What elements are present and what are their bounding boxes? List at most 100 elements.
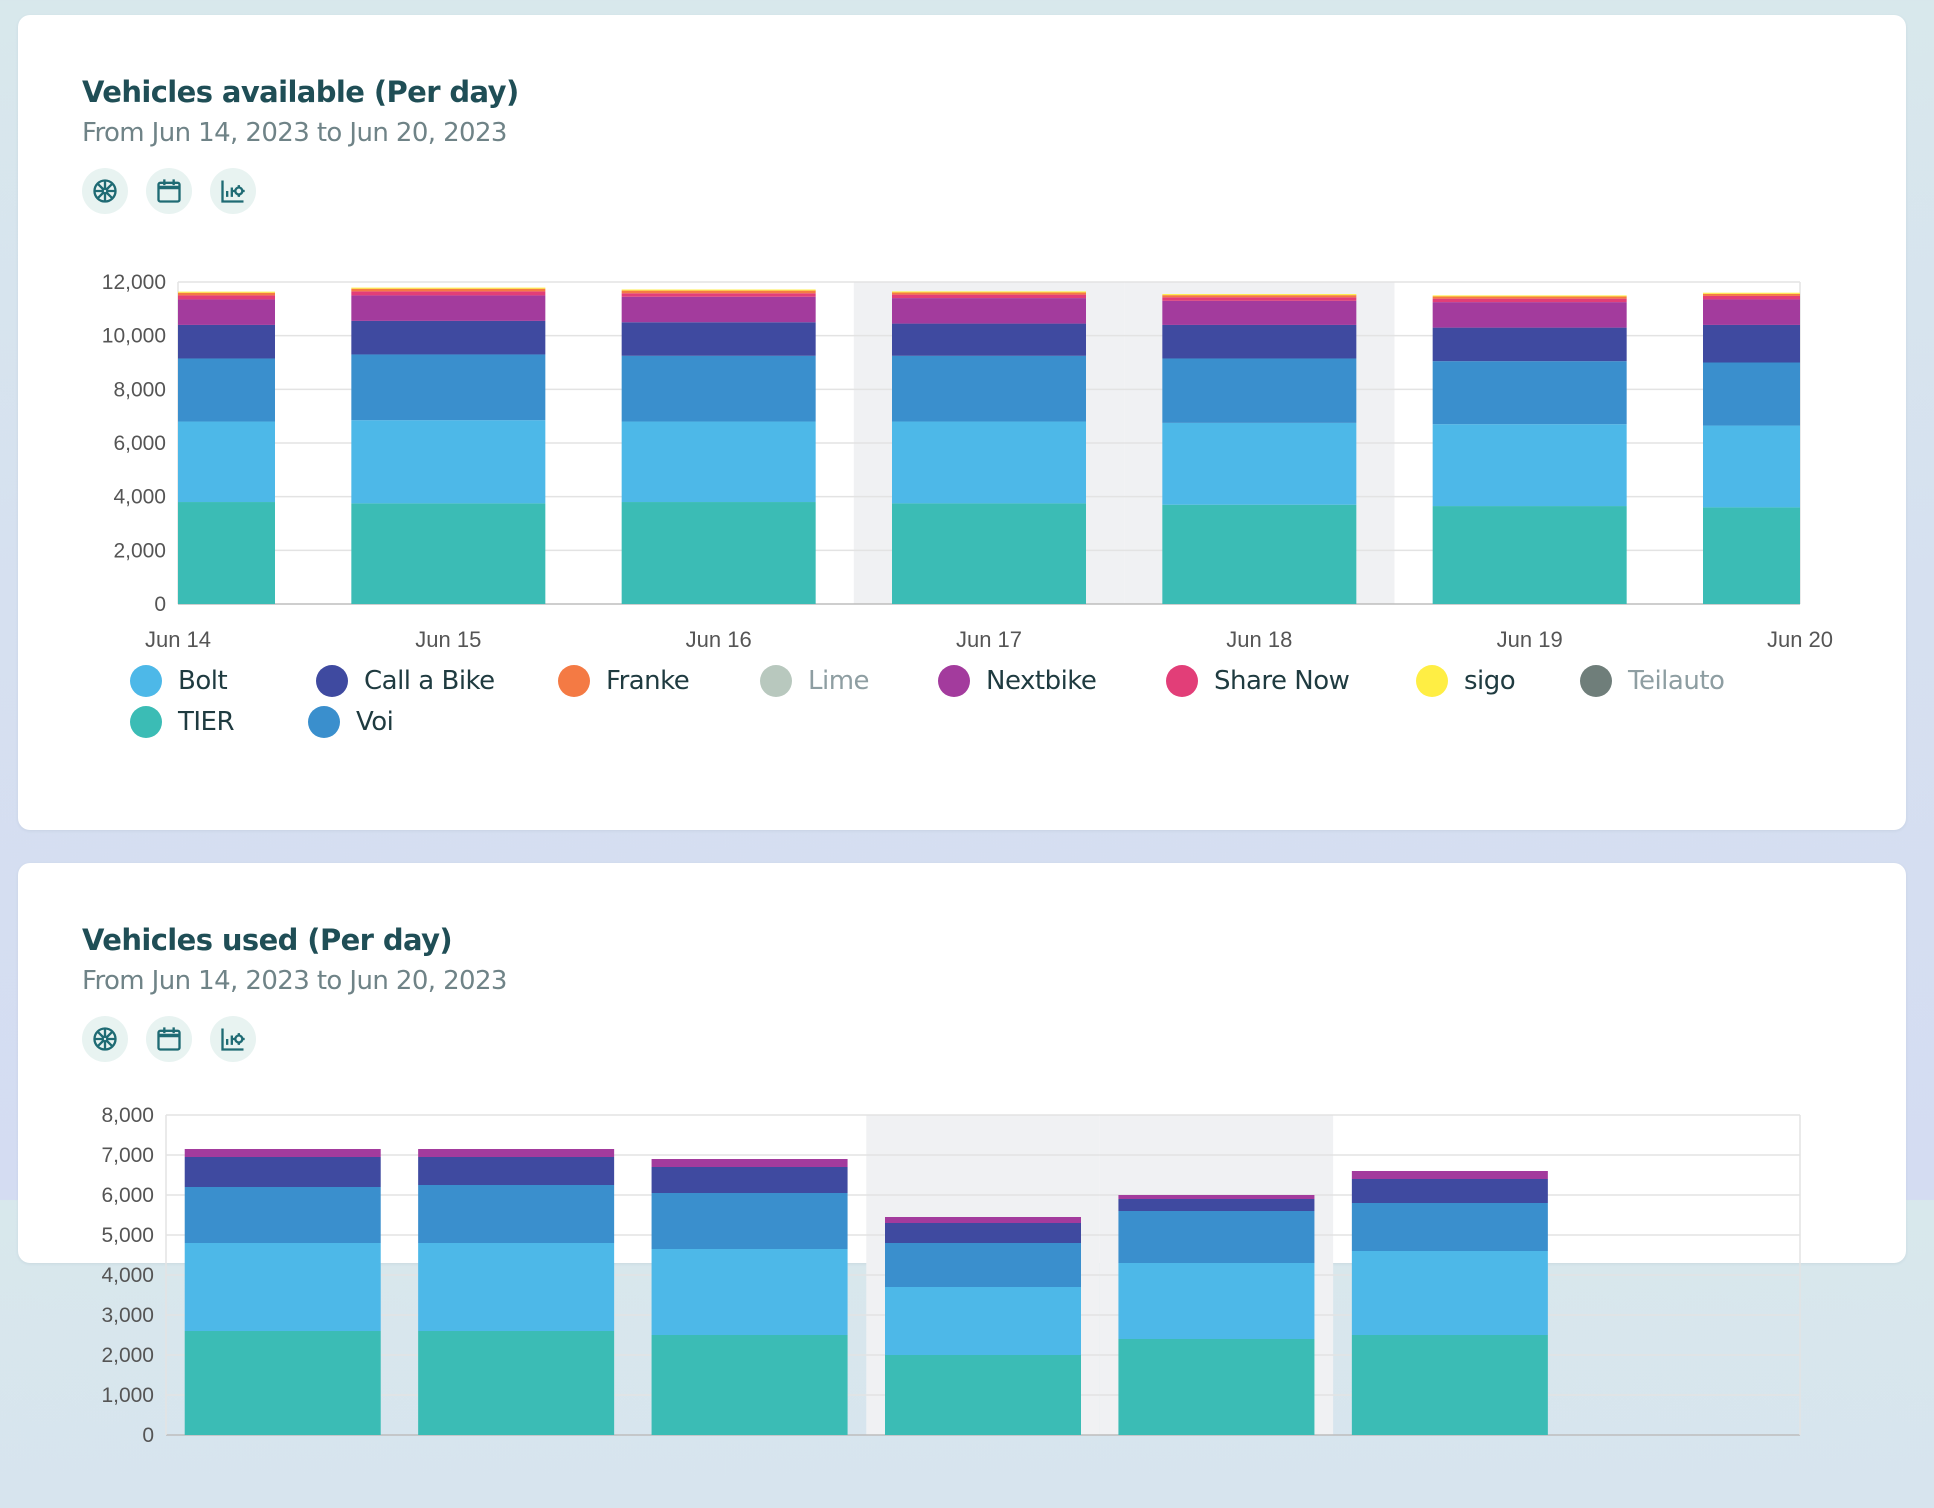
- bar-segment-nextbike[interactable]: [892, 298, 1086, 324]
- legend-item-voi[interactable]: Voi: [308, 706, 394, 738]
- bar-segment-nextbike[interactable]: [1703, 299, 1800, 325]
- bar-segment-tier[interactable]: [1351, 1335, 1548, 1435]
- bar-segment-nextbike[interactable]: [184, 1149, 381, 1157]
- bar-segment-sigo[interactable]: [621, 289, 816, 291]
- bar-segment-bolt[interactable]: [351, 420, 546, 504]
- bar-segment-call-a-bike[interactable]: [651, 1167, 848, 1193]
- bar-segment-bolt[interactable]: [1118, 1263, 1315, 1339]
- bar-segment-sigo[interactable]: [1703, 292, 1800, 294]
- bar-segment-franke[interactable]: [351, 288, 546, 292]
- bar-segment-nextbike[interactable]: [651, 1159, 848, 1167]
- bar-segment-tier[interactable]: [651, 1335, 848, 1435]
- bar-segment-call-a-bike[interactable]: [1351, 1179, 1548, 1203]
- bar-segment-sigo[interactable]: [892, 291, 1086, 293]
- bar-segment-voi[interactable]: [1162, 358, 1357, 423]
- bar-segment-nextbike[interactable]: [621, 296, 816, 323]
- bar-segment-franke[interactable]: [178, 292, 275, 296]
- bar-segment-tier[interactable]: [351, 503, 546, 604]
- bar-segment-share-now[interactable]: [1162, 297, 1357, 301]
- bar-segment-bolt[interactable]: [651, 1249, 848, 1335]
- bar-segment-voi[interactable]: [418, 1185, 615, 1243]
- bar-segment-tier[interactable]: [1162, 504, 1357, 604]
- bar-segment-nextbike[interactable]: [418, 1149, 615, 1157]
- bar-segment-franke[interactable]: [892, 292, 1086, 295]
- wheel-icon[interactable]: [82, 1016, 128, 1062]
- calendar-icon[interactable]: [146, 168, 192, 214]
- bar-segment-bolt[interactable]: [1432, 424, 1627, 507]
- bar-segment-voi[interactable]: [621, 355, 816, 422]
- bar-segment-share-now[interactable]: [892, 294, 1086, 299]
- bar-segment-voi[interactable]: [1351, 1203, 1548, 1251]
- bar-segment-bolt[interactable]: [1703, 425, 1800, 508]
- bar-segment-call-a-bike[interactable]: [1703, 324, 1800, 363]
- bar-segment-voi[interactable]: [351, 354, 546, 421]
- bar-segment-voi[interactable]: [1432, 361, 1627, 425]
- bar-segment-call-a-bike[interactable]: [1118, 1199, 1315, 1211]
- bar-segment-tier[interactable]: [885, 1355, 1081, 1435]
- calendar-icon[interactable]: [146, 1016, 192, 1062]
- bar-segment-tier[interactable]: [1432, 506, 1627, 604]
- bar-segment-franke[interactable]: [1432, 296, 1627, 299]
- bar-segment-sigo[interactable]: [178, 291, 275, 293]
- bar-segment-tier[interactable]: [1118, 1339, 1315, 1435]
- bar-segment-sigo[interactable]: [351, 287, 546, 289]
- bar-segment-voi[interactable]: [178, 358, 275, 422]
- wheel-icon[interactable]: [82, 168, 128, 214]
- bar-segment-call-a-bike[interactable]: [621, 322, 816, 356]
- bar-segment-share-now[interactable]: [621, 293, 816, 297]
- bar-segment-nextbike[interactable]: [1162, 300, 1357, 325]
- bar-segment-call-a-bike[interactable]: [1162, 324, 1357, 359]
- bar-segment-share-now[interactable]: [351, 291, 546, 296]
- bar-segment-share-now[interactable]: [1703, 295, 1800, 300]
- bar-segment-nextbike[interactable]: [885, 1217, 1081, 1223]
- bar-segment-call-a-bike[interactable]: [885, 1223, 1081, 1243]
- bar-segment-nextbike[interactable]: [351, 295, 546, 321]
- bar-segment-voi[interactable]: [1703, 362, 1800, 426]
- bar-segment-franke[interactable]: [1162, 295, 1357, 298]
- bar-segment-bolt[interactable]: [1162, 422, 1357, 505]
- bar-segment-nextbike[interactable]: [1351, 1171, 1548, 1179]
- bar-segment-voi[interactable]: [651, 1193, 848, 1249]
- bar-segment-tier[interactable]: [1703, 507, 1800, 604]
- bar-segment-bolt[interactable]: [885, 1287, 1081, 1355]
- bar-segment-share-now[interactable]: [1432, 298, 1627, 303]
- bar-segment-voi[interactable]: [184, 1187, 381, 1243]
- bar-segment-nextbike[interactable]: [178, 299, 275, 325]
- legend-item-tier[interactable]: TIER: [130, 706, 235, 738]
- bar-segment-nextbike[interactable]: [1118, 1195, 1315, 1199]
- legend-item-call-a-bike[interactable]: Call a Bike: [316, 665, 495, 697]
- bar-segment-call-a-bike[interactable]: [178, 324, 275, 359]
- chart-settings-icon[interactable]: [210, 168, 256, 214]
- bar-segment-tier[interactable]: [178, 502, 275, 604]
- bar-segment-bolt[interactable]: [178, 421, 275, 503]
- legend-item-lime[interactable]: Lime: [760, 665, 870, 697]
- bar-segment-sigo[interactable]: [1162, 294, 1357, 296]
- bar-segment-voi[interactable]: [885, 1243, 1081, 1287]
- legend-item-sigo[interactable]: sigo: [1416, 665, 1516, 697]
- bar-segment-share-now[interactable]: [178, 295, 275, 300]
- legend-item-share-now[interactable]: Share Now: [1166, 665, 1350, 697]
- legend-item-bolt[interactable]: Bolt: [130, 665, 228, 697]
- bar-segment-franke[interactable]: [1703, 293, 1800, 296]
- bar-segment-bolt[interactable]: [418, 1243, 615, 1331]
- bar-segment-bolt[interactable]: [892, 421, 1086, 504]
- bar-segment-bolt[interactable]: [1351, 1251, 1548, 1335]
- bar-segment-call-a-bike[interactable]: [184, 1157, 381, 1187]
- bar-segment-call-a-bike[interactable]: [1432, 327, 1627, 362]
- bar-segment-bolt[interactable]: [184, 1243, 381, 1331]
- bar-segment-bolt[interactable]: [621, 421, 816, 503]
- bar-segment-call-a-bike[interactable]: [892, 323, 1086, 356]
- legend-item-teilauto[interactable]: Teilauto: [1580, 665, 1725, 697]
- bar-segment-voi[interactable]: [1118, 1211, 1315, 1263]
- bar-segment-call-a-bike[interactable]: [418, 1157, 615, 1185]
- bar-segment-tier[interactable]: [184, 1331, 381, 1435]
- bar-segment-tier[interactable]: [621, 502, 816, 604]
- bar-segment-nextbike[interactable]: [1432, 302, 1627, 328]
- chart-settings-icon[interactable]: [210, 1016, 256, 1062]
- bar-segment-tier[interactable]: [892, 503, 1086, 604]
- legend-item-franke[interactable]: Franke: [558, 665, 690, 697]
- bar-segment-tier[interactable]: [418, 1331, 615, 1435]
- bar-segment-call-a-bike[interactable]: [351, 320, 546, 355]
- bar-segment-voi[interactable]: [892, 355, 1086, 422]
- bar-segment-franke[interactable]: [621, 290, 816, 294]
